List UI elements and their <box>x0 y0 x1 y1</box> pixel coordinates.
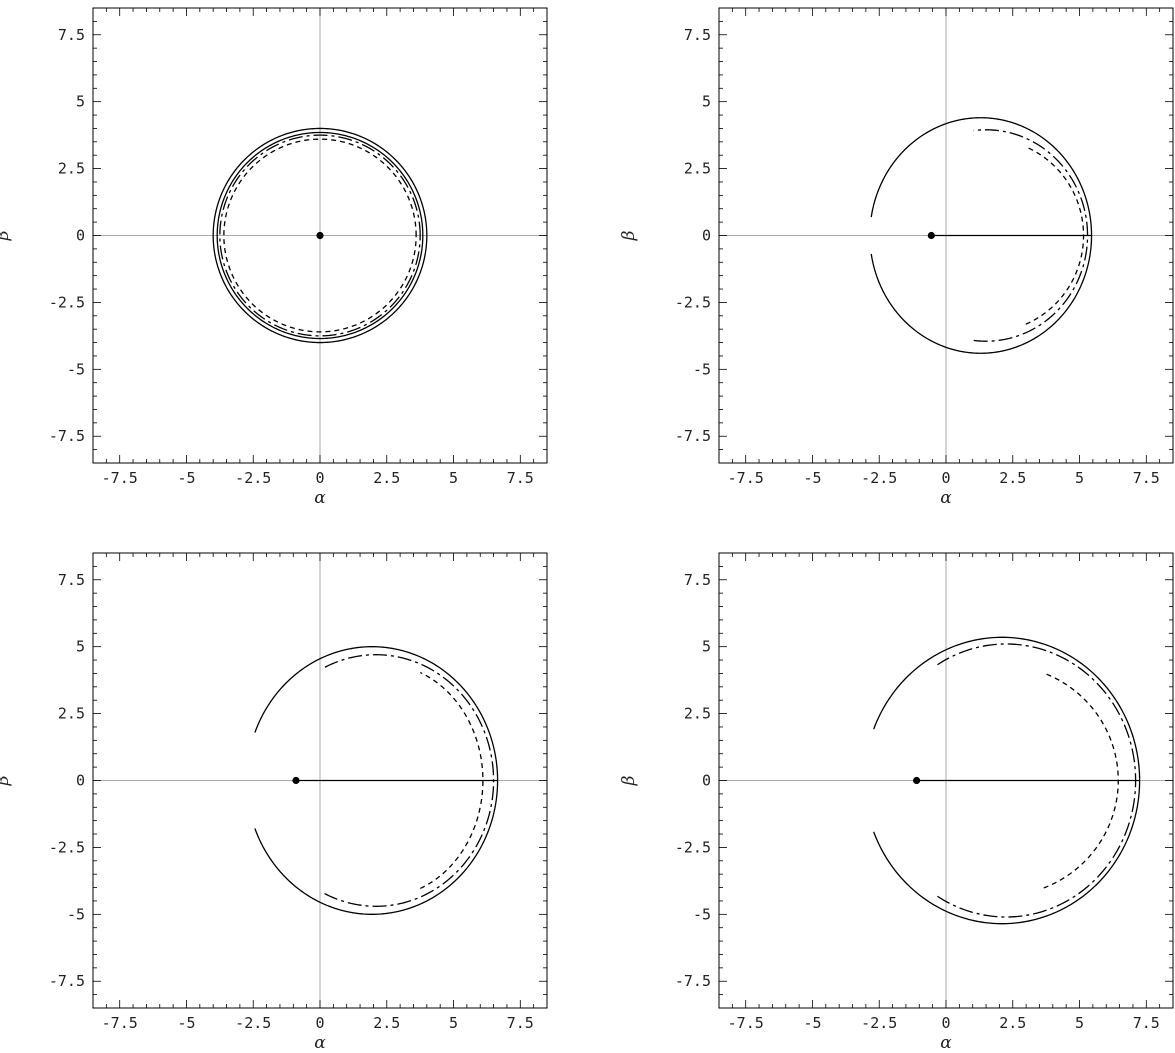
x-tick-label: -7.5 <box>728 469 764 487</box>
y-tick-label: 0 <box>702 227 711 245</box>
x-tick-label: 0 <box>941 1014 950 1032</box>
x-tick-label: -5 <box>803 1014 821 1032</box>
y-axis-label: β <box>0 230 13 241</box>
y-tick-label: -7.5 <box>675 427 711 445</box>
x-axis-label: α <box>314 488 326 508</box>
series-curve-2 <box>216 131 424 340</box>
y-tick-label: -7.5 <box>49 972 85 990</box>
series-curve-1 <box>212 127 428 344</box>
y-axis-label: β <box>619 775 639 786</box>
chart-panel-3: -7.5 -5 -2.5 0 2.5 5 7.5 7.5 5 2.5 0 -2.5 -5 -7.5 α β <box>0 552 548 1053</box>
series-curve-1 <box>870 117 1093 354</box>
x-tick-label: 7.5 <box>1133 469 1160 487</box>
y-tick-label: -2.5 <box>675 293 711 311</box>
x-tick-label: -5 <box>177 1014 195 1032</box>
y-tick-label: -5 <box>67 360 85 378</box>
center-point <box>316 231 324 240</box>
x-tick-label: 2.5 <box>373 469 400 487</box>
x-tick-label: 7.5 <box>507 469 534 487</box>
y-tick-label: 7.5 <box>684 26 711 44</box>
x-tick-label: 0 <box>315 469 324 487</box>
y-tick-label: 2.5 <box>58 705 85 723</box>
y-tick-label: 0 <box>76 772 85 790</box>
series-curve-1 <box>873 636 1141 925</box>
x-tick-label: -2.5 <box>861 469 897 487</box>
y-tick-label: 5 <box>76 638 85 656</box>
y-tick-label: -7.5 <box>49 427 85 445</box>
x-tick-label: 2.5 <box>999 469 1026 487</box>
x-tick-label: -7.5 <box>102 1014 138 1032</box>
x-tick-label: 7.5 <box>507 1014 534 1032</box>
y-tick-label: 2.5 <box>58 160 85 178</box>
series-curve-4 <box>223 138 417 333</box>
x-tick-label: 5 <box>449 1014 458 1032</box>
x-tick-label: 0 <box>941 469 950 487</box>
center-point <box>913 776 921 785</box>
x-tick-label: 5 <box>1075 469 1084 487</box>
y-tick-label: -2.5 <box>675 838 711 856</box>
y-tick-label: 7.5 <box>684 571 711 589</box>
y-axis-label: β <box>619 230 639 241</box>
x-tick-label: 5 <box>449 469 458 487</box>
y-tick-label: -5 <box>67 905 85 923</box>
x-tick-label: 2.5 <box>999 1014 1026 1032</box>
y-axis-label: β <box>0 775 13 786</box>
x-tick-label: 0 <box>315 1014 324 1032</box>
y-tick-label: 7.5 <box>58 26 85 44</box>
center-point <box>292 776 300 785</box>
x-axis-label: α <box>940 1033 952 1053</box>
chart-panel-4: -7.5 -5 -2.5 0 2.5 5 7.5 7.5 5 2.5 0 -2.5 -5 -7.5 α β <box>619 552 1174 1053</box>
x-axis-label: α <box>314 1033 326 1053</box>
y-tick-label: -7.5 <box>675 972 711 990</box>
x-tick-label: -2.5 <box>861 1014 897 1032</box>
y-tick-label: 5 <box>702 93 711 111</box>
y-tick-label: 0 <box>76 227 85 245</box>
x-tick-label: -7.5 <box>728 1014 764 1032</box>
center-point <box>927 231 935 240</box>
x-axis-label: α <box>940 488 952 508</box>
x-tick-label: 7.5 <box>1133 1014 1160 1032</box>
x-tick-label: -2.5 <box>235 1014 271 1032</box>
y-tick-label: -2.5 <box>49 838 85 856</box>
y-tick-label: 5 <box>702 638 711 656</box>
y-tick-label: 5 <box>76 93 85 111</box>
y-tick-label: 2.5 <box>684 705 711 723</box>
x-tick-label: 2.5 <box>373 1014 400 1032</box>
x-tick-label: 5 <box>1075 1014 1084 1032</box>
x-tick-label: -5 <box>803 469 821 487</box>
y-tick-label: 0 <box>702 772 711 790</box>
y-tick-label: 7.5 <box>58 571 85 589</box>
y-tick-label: -2.5 <box>49 293 85 311</box>
y-tick-label: -5 <box>693 360 711 378</box>
x-tick-label: -7.5 <box>102 469 138 487</box>
chart-panel-2: -7.5 -5 -2.5 0 2.5 5 7.5 7.5 5 2.5 0 -2.5 -5 -7.5 α β <box>619 7 1174 508</box>
series-curve-3 <box>219 134 421 337</box>
chart-panel-1: -7.5 -5 -2.5 0 2.5 5 7.5 7.5 5 2.5 0 -2.5 -5 -7.5 α β <box>0 7 548 508</box>
y-tick-label: -5 <box>693 905 711 923</box>
x-tick-label: -2.5 <box>235 469 271 487</box>
y-tick-label: 2.5 <box>684 160 711 178</box>
x-tick-label: -5 <box>177 469 195 487</box>
